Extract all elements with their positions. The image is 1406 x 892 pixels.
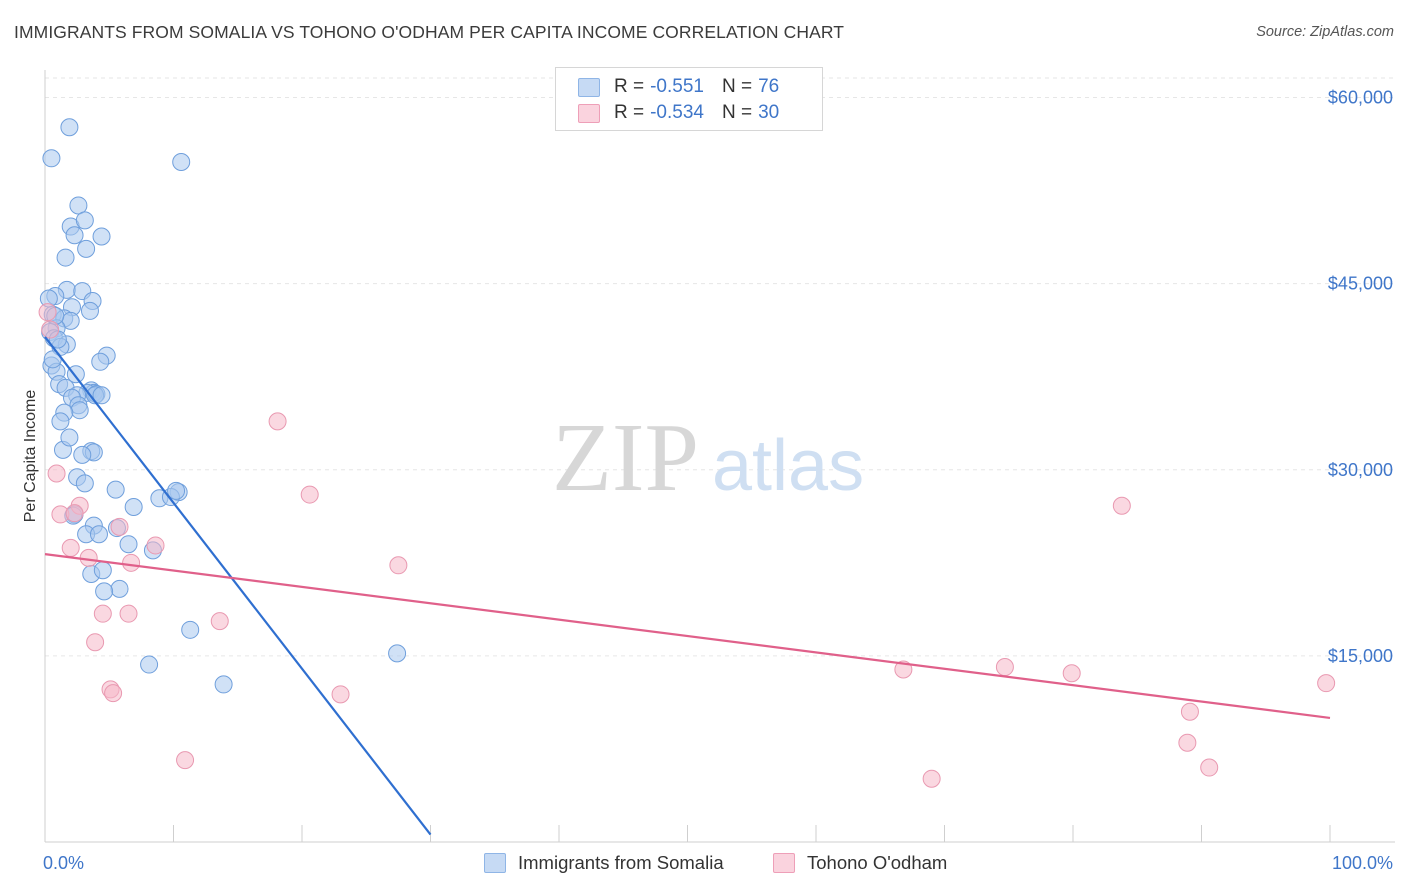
data-point bbox=[61, 538, 80, 557]
data-points bbox=[38, 118, 1336, 788]
data-point bbox=[1112, 496, 1131, 515]
data-point bbox=[92, 386, 111, 405]
data-point bbox=[104, 684, 123, 703]
data-point bbox=[60, 118, 79, 137]
watermark-zip: ZIP bbox=[552, 404, 699, 512]
legend-label-somalia: Immigrants from Somalia bbox=[518, 852, 724, 873]
data-point bbox=[214, 675, 233, 694]
data-point bbox=[73, 445, 92, 464]
data-point bbox=[91, 352, 110, 371]
watermark-atlas: atlas bbox=[712, 426, 864, 506]
data-point bbox=[69, 196, 88, 215]
data-point bbox=[56, 248, 75, 267]
legend-r-value: -0.551 bbox=[650, 76, 704, 97]
legend-item-tohono[interactable]: Tohono O'odham bbox=[773, 852, 947, 874]
y-tick-label: $45,000 bbox=[1328, 274, 1393, 294]
data-point bbox=[210, 612, 229, 631]
data-point bbox=[51, 412, 70, 431]
data-point bbox=[75, 474, 94, 493]
correlation-legend: R = -0.551 N = 76 R = -0.534 N = 30 bbox=[555, 67, 823, 131]
data-point bbox=[1180, 702, 1199, 721]
data-point bbox=[86, 633, 105, 652]
data-point bbox=[110, 517, 129, 536]
data-point bbox=[93, 604, 112, 623]
data-point bbox=[172, 153, 191, 172]
legend-n-label: N = bbox=[721, 102, 753, 123]
data-point bbox=[47, 464, 66, 483]
data-point bbox=[92, 227, 111, 246]
data-point bbox=[95, 582, 114, 601]
data-point bbox=[110, 579, 129, 598]
data-point bbox=[1178, 733, 1197, 752]
data-point bbox=[995, 658, 1014, 677]
data-point bbox=[124, 497, 143, 516]
data-point bbox=[75, 211, 94, 230]
data-point bbox=[146, 536, 165, 555]
x-tick-label: 100.0% bbox=[1332, 853, 1393, 873]
data-point bbox=[70, 401, 89, 420]
data-point bbox=[176, 751, 195, 770]
data-point bbox=[1317, 674, 1336, 693]
data-point bbox=[41, 320, 60, 339]
legend-swatch-somalia bbox=[484, 853, 506, 873]
series-somalia-points bbox=[39, 118, 407, 694]
data-point bbox=[77, 239, 96, 258]
legend-swatch-tohono bbox=[773, 853, 795, 873]
data-point bbox=[1062, 664, 1081, 683]
gridlines bbox=[45, 77, 1395, 657]
data-point bbox=[65, 504, 84, 523]
legend-label-tohono: Tohono O'odham bbox=[807, 852, 948, 873]
data-point bbox=[388, 644, 407, 663]
x-tick-label: 0.0% bbox=[43, 853, 84, 873]
legend-r-label: R = bbox=[614, 76, 645, 97]
data-point bbox=[89, 525, 108, 544]
chart-source: Source: ZipAtlas.com bbox=[1256, 24, 1394, 40]
legend-item-somalia[interactable]: Immigrants from Somalia bbox=[484, 852, 724, 874]
data-point bbox=[331, 685, 350, 704]
data-point bbox=[122, 553, 141, 572]
data-point bbox=[65, 226, 84, 245]
legend-row-somalia: R = -0.551 N = 76 bbox=[578, 75, 779, 99]
data-point bbox=[300, 485, 319, 504]
y-tick-label: $30,000 bbox=[1328, 460, 1393, 480]
data-point bbox=[167, 481, 186, 500]
y-axis-label: Per Capita Income bbox=[22, 390, 39, 523]
data-point bbox=[42, 149, 61, 168]
x-tick-labels: 0.0% 100.0% bbox=[43, 853, 1393, 873]
data-point bbox=[93, 561, 112, 580]
legend-r-label: R = bbox=[614, 102, 645, 123]
y-tick-label: $15,000 bbox=[1328, 646, 1393, 666]
legend-r-value: -0.534 bbox=[650, 102, 704, 123]
watermark: ZIP atlas bbox=[552, 404, 864, 512]
legend-n-label: N = bbox=[721, 76, 753, 97]
data-point bbox=[894, 660, 913, 679]
trend-line-tohono bbox=[44, 553, 1331, 720]
data-point bbox=[268, 412, 287, 431]
chart-title: IMMIGRANTS FROM SOMALIA VS TOHONO O'ODHA… bbox=[14, 22, 845, 42]
data-point bbox=[1200, 758, 1219, 777]
data-point bbox=[106, 480, 125, 499]
data-point bbox=[80, 301, 99, 320]
data-point bbox=[119, 604, 138, 623]
data-point bbox=[922, 769, 941, 788]
data-point bbox=[60, 428, 79, 447]
y-tick-labels: $15,000 $30,000 $45,000 $60,000 bbox=[1328, 88, 1393, 666]
trend-lines bbox=[44, 336, 1331, 836]
data-point bbox=[38, 303, 57, 322]
data-point bbox=[140, 655, 159, 674]
trend-line-somalia bbox=[44, 336, 432, 836]
data-point bbox=[181, 620, 200, 639]
data-point bbox=[119, 535, 138, 554]
series-legend: Immigrants from Somalia Tohono O'odham bbox=[0, 852, 1406, 878]
series-tohono-points bbox=[38, 303, 1336, 788]
legend-row-tohono: R = -0.534 N = 30 bbox=[578, 101, 779, 125]
legend-n-value: 30 bbox=[758, 102, 780, 123]
legend-swatch-somalia bbox=[578, 77, 600, 97]
legend-n-value: 76 bbox=[758, 76, 780, 97]
data-point bbox=[389, 556, 408, 575]
y-tick-label: $60,000 bbox=[1328, 88, 1393, 108]
legend-swatch-tohono bbox=[578, 103, 600, 123]
